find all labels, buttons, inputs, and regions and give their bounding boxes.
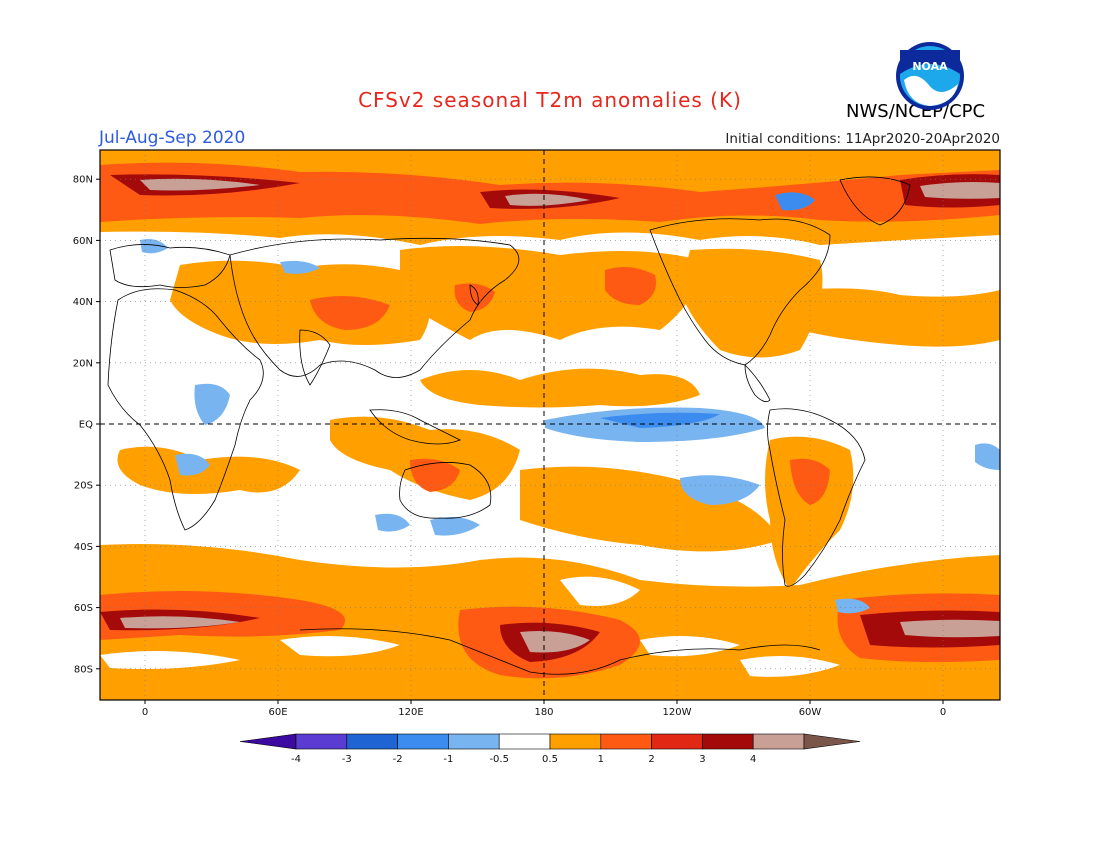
lat-lon-grid xyxy=(100,150,1000,700)
coastlines xyxy=(107,176,911,675)
colorbar-tick-label: 3 xyxy=(699,754,705,765)
colorbar-tick-label: -2 xyxy=(393,754,403,765)
warm3-ross xyxy=(520,631,590,653)
warm3-weddell xyxy=(900,619,1000,638)
colorbar-min-arrow xyxy=(239,733,297,750)
agency-label: NWS/NCEP/CPC xyxy=(846,101,986,122)
longitude-labels: 0 60E 120E 180 120W 60W 0 xyxy=(142,707,946,718)
colorbar-tick-label: 0.5 xyxy=(542,754,558,765)
colorbar-tick-label: -3 xyxy=(342,754,352,765)
india-outline xyxy=(299,329,331,386)
colorbar-box xyxy=(448,733,500,750)
warm-region-south-america xyxy=(765,436,854,590)
colorbar-box xyxy=(498,733,551,750)
lat-label: 60N xyxy=(73,236,93,247)
africa-outline xyxy=(107,288,264,531)
warm3-arctic-center xyxy=(505,193,590,206)
europe-outline xyxy=(109,244,231,288)
south-america-outline xyxy=(767,408,866,587)
latitude-labels: 80N 60N 40N 20N EQ 20S 40S 60S 80S xyxy=(73,175,93,676)
colorbar-box xyxy=(702,733,754,750)
lon-label: 60E xyxy=(268,707,287,718)
indonesia-outline xyxy=(369,409,461,445)
north-america-outline xyxy=(649,218,831,366)
warm-region-north-america xyxy=(680,248,823,358)
cool-south-atlantic xyxy=(835,598,870,614)
lon-label: 0 xyxy=(940,707,946,718)
lat-label: EQ xyxy=(79,420,93,431)
colorbar-tick-label: 2 xyxy=(648,754,654,765)
asia-outline xyxy=(229,237,520,378)
greenland-outline xyxy=(839,176,911,226)
australia-outline xyxy=(399,462,492,519)
warm1-japan xyxy=(454,283,495,312)
cool-east-atlantic xyxy=(975,443,1000,470)
colorbar-tick-label: -4 xyxy=(291,754,301,765)
warm-region-north-atlantic xyxy=(800,288,1000,347)
warm1-australia xyxy=(410,458,460,492)
cool-europe xyxy=(140,239,168,254)
cool-south-australia xyxy=(430,516,480,536)
colorbar-box xyxy=(651,733,703,750)
lat-label: 60S xyxy=(74,603,93,614)
warm1-south-america xyxy=(790,458,830,505)
cool-south-pacific xyxy=(680,475,760,505)
forecast-period: Jul-Aug-Sep 2020 xyxy=(99,128,246,148)
colorbar-tick-label: 1 xyxy=(598,754,604,765)
central-america-outline xyxy=(744,364,771,403)
colorbar-tick-label: -0.5 xyxy=(489,754,509,765)
warm1-east-asia xyxy=(310,296,390,330)
warm3-arctic xyxy=(140,178,260,191)
cool-equatorial-pacific-core xyxy=(600,412,720,428)
colorbar-tick-label: -1 xyxy=(443,754,453,765)
lat-label: 80S xyxy=(74,664,93,675)
lat-label: 40N xyxy=(73,297,93,308)
map-frame xyxy=(99,149,1001,701)
lat-label: 20S xyxy=(74,481,93,492)
lat-label: 80N xyxy=(73,175,93,186)
antarctica-outline xyxy=(299,628,821,675)
cool-africa xyxy=(194,383,230,425)
lon-label: 120E xyxy=(398,707,423,718)
colorbar-box xyxy=(549,733,602,750)
lon-label: 180 xyxy=(534,707,553,718)
warm-region-maritime xyxy=(330,416,520,500)
warm3-southern-indian xyxy=(120,616,240,629)
neutral-gap-south-indian xyxy=(100,651,240,669)
lon-label: 60W xyxy=(799,707,822,718)
japan-outline xyxy=(469,284,479,306)
colorbar-box xyxy=(346,733,398,750)
lon-label: 120W xyxy=(663,707,692,718)
colorbar-box xyxy=(752,733,805,750)
lat-label: 20N xyxy=(73,358,93,369)
map-title: CFSv2 seasonal T2m anomalies (K) xyxy=(358,88,742,112)
colorbar-max-arrow xyxy=(803,733,861,750)
cool-southern-africa xyxy=(175,453,210,476)
logo-text: NOAA xyxy=(912,60,948,73)
colorbar-tick-label: 4 xyxy=(750,754,756,765)
colorbar-box xyxy=(600,733,652,750)
neutral-gap-weddell xyxy=(740,656,840,677)
neutral-gap-south-atlantic xyxy=(560,576,640,606)
warm-region-indian-ocean xyxy=(117,446,300,494)
cool-australia xyxy=(375,513,410,532)
warm-region-south-pacific xyxy=(520,466,780,552)
colorbar-box xyxy=(295,733,348,750)
neutral-gap-antarctic-coast xyxy=(280,636,400,657)
cool-canada xyxy=(775,192,815,211)
lon-label: 0 xyxy=(142,707,148,718)
anomaly-fields xyxy=(100,150,1000,700)
warm3-greenland xyxy=(920,182,1000,199)
warm-region-subtropical-pacific xyxy=(420,368,700,408)
noaa-logo: NOAA xyxy=(896,42,964,110)
lat-label: 40S xyxy=(74,542,93,553)
warm1-pacific-blob xyxy=(605,266,656,305)
initial-conditions: Initial conditions: 11Apr2020-20Apr2020 xyxy=(725,131,1000,147)
cool-siberia xyxy=(280,260,320,274)
colorbar-box xyxy=(397,733,449,750)
axis-ticks xyxy=(96,178,944,704)
